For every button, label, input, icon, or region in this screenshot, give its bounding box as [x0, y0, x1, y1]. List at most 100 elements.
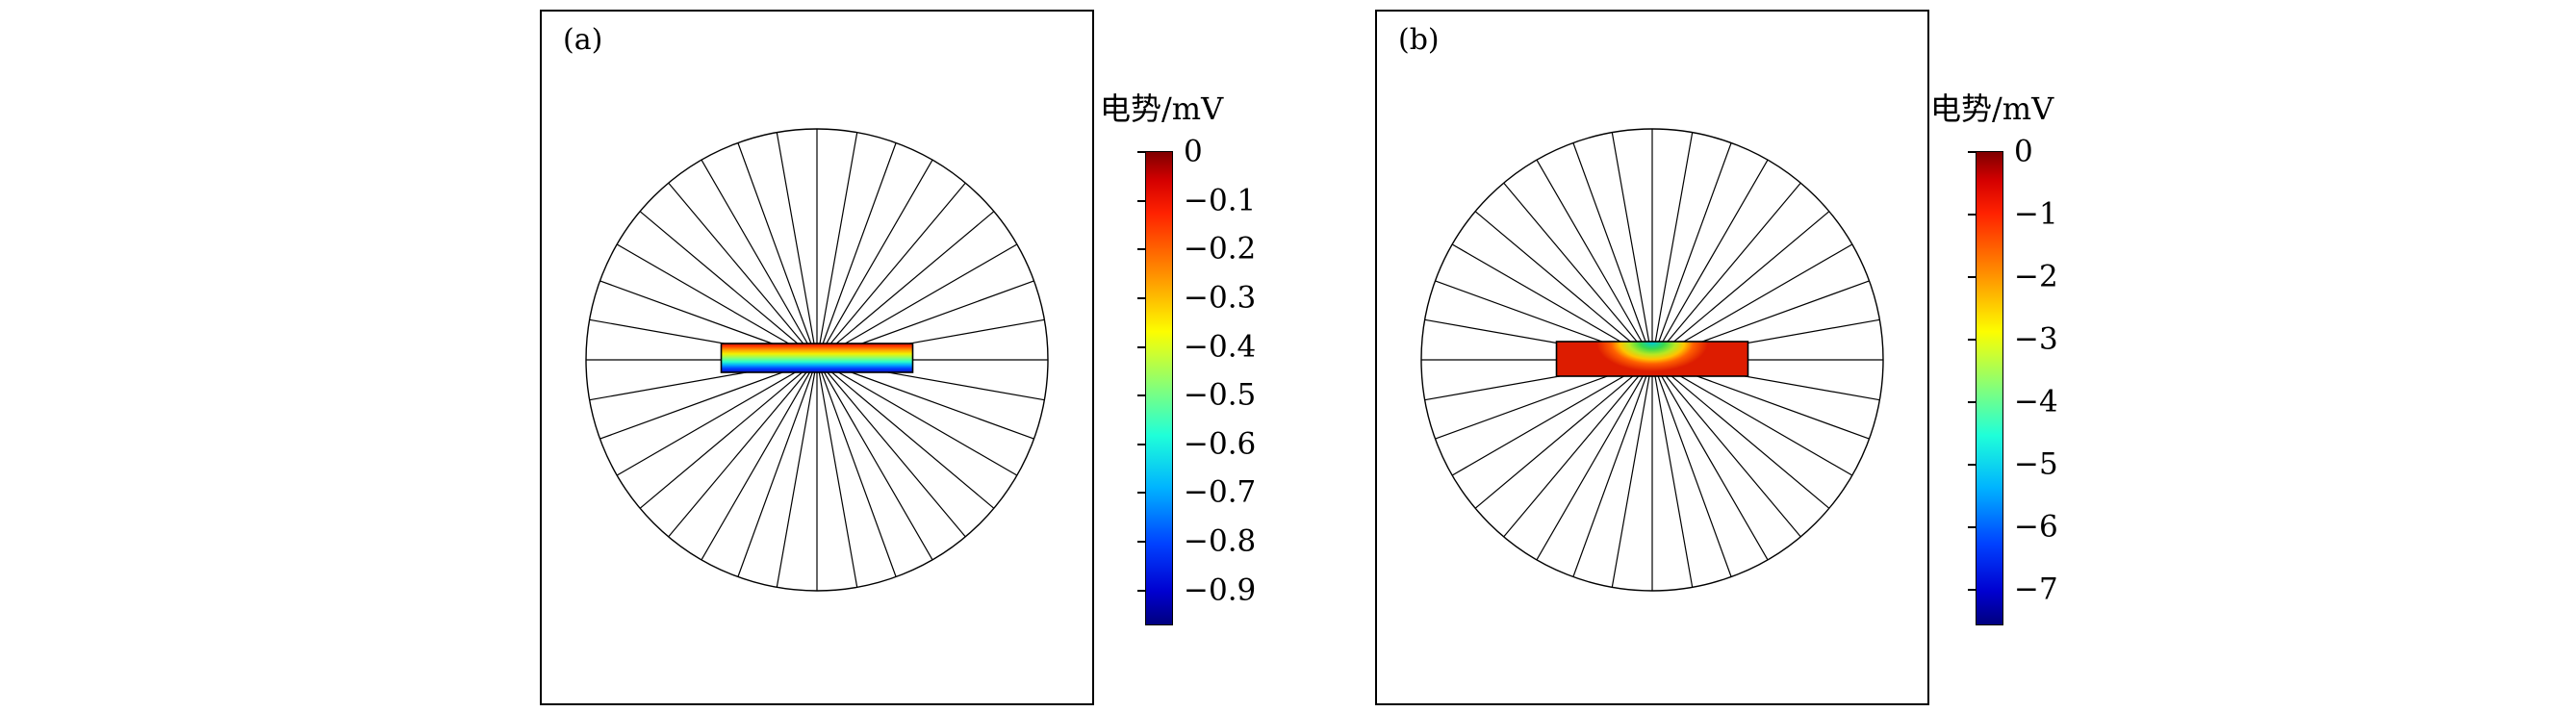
colorbar-tickmark: [1968, 214, 1976, 216]
mesh-spoke: [1651, 132, 1694, 361]
colorbar-tick-label: −0.9: [1184, 572, 1257, 607]
mesh-spoke: [816, 359, 995, 509]
mesh-spoke: [816, 359, 858, 588]
panel-label-b: (b): [1398, 23, 1440, 57]
mesh-spoke: [1536, 159, 1653, 361]
colorbar-tickmark: [1137, 151, 1145, 153]
colorbar-tickmark: [1968, 276, 1976, 279]
mesh-spoke: [668, 182, 818, 361]
mesh-spoke: [1651, 359, 1769, 561]
mesh-spoke: [816, 182, 966, 361]
colorbar-tickmark: [1968, 151, 1976, 153]
mesh-spoke: [1536, 359, 1653, 561]
mesh-spoke: [616, 243, 818, 361]
mesh-spoke: [1503, 182, 1653, 361]
colorbar-tickmark: [1968, 526, 1976, 529]
membrane-border: [1555, 341, 1749, 377]
mesh-spoke: [1474, 359, 1653, 509]
colorbar-tickmark: [1968, 401, 1976, 404]
colorbar-tickmark: [1137, 443, 1145, 445]
colorbar-a: 电势/mV 0 −0.1 −0.2 −0.3 −0.4 −0.5 −0.6 −0.7 −0.8 −…: [1100, 85, 1376, 662]
mesh-spoke: [1651, 359, 1694, 588]
mesh-spoke: [816, 359, 897, 577]
mesh-spoke: [1474, 211, 1653, 361]
colorbar-tick-label: −2: [2014, 259, 2058, 294]
colorbar-tick-label: 0: [1184, 134, 1203, 169]
mesh-spoke: [737, 142, 818, 361]
panel-a: (a) 电势/mV 0 −0.1 −0.2 −0.3 −0.4 −0.5 −0.6 −0.7 −…: [540, 0, 1387, 712]
mesh-spoke: [1451, 359, 1653, 476]
mesh-spoke: [1651, 159, 1769, 361]
mesh-spokes: [586, 129, 1048, 591]
mesh-spoke: [701, 359, 818, 561]
mesh-spoke: [639, 211, 818, 361]
mesh-spoke: [1503, 359, 1653, 538]
colorbar-tick-label: −0.7: [1184, 474, 1257, 510]
mesh-spoke: [639, 359, 818, 509]
colorbar-labels-b: 0 −1 −2 −3 −4 −5 −6 −7: [2014, 134, 2178, 624]
mesh-spoke: [816, 211, 995, 361]
panel-label-a: (a): [563, 23, 603, 57]
mesh-spoke: [1651, 359, 1830, 509]
mesh-spoke: [1651, 211, 1830, 361]
mesh-spoke: [1611, 132, 1653, 361]
colorbar-tickmark: [1137, 345, 1145, 348]
colorbar-tick-label: −0.3: [1184, 280, 1257, 316]
mesh-spoke: [816, 359, 933, 561]
mesh-spoke: [701, 159, 818, 361]
mesh-spoke: [737, 359, 818, 577]
colorbar-tickmark: [1137, 540, 1145, 543]
mesh-spoke: [668, 359, 818, 538]
mesh-spoke: [816, 132, 858, 361]
membrane-rect: [721, 343, 913, 372]
mesh-spoke: [1651, 359, 1801, 538]
colorbar-tickmark: [1968, 464, 1976, 467]
colorbar-tickmark: [1137, 296, 1145, 299]
colorbar-tick-label: −5: [2014, 446, 2058, 482]
plot-frame-b: (b): [1375, 10, 1929, 705]
colorbar-tick-label: −1: [2014, 196, 2058, 232]
colorbar-tickmark: [1968, 589, 1976, 592]
colorbar-b: 电势/mV 0 −1 −2 −3 −4 −5 −6 −7: [1930, 85, 2206, 662]
colorbar-tick-label: −0.1: [1184, 182, 1257, 217]
colorbar-tick-label: −4: [2014, 384, 2058, 420]
colorbar-tick-label: −6: [2014, 509, 2058, 545]
colorbar-tick-label: −0.8: [1184, 523, 1257, 559]
colorbar-tick-label: −0.2: [1184, 231, 1257, 267]
colorbar-tick-label: −7: [2014, 572, 2058, 607]
colorbar-tickmark: [1137, 394, 1145, 397]
colorbar-tickmark: [1968, 339, 1976, 342]
panel-b: (b) 电势/mV 0 −1 −2 −3 −4 −5 −6 −7: [1375, 0, 2222, 712]
mesh-plot-a: [585, 128, 1049, 592]
colorbar-tickmark: [1137, 199, 1145, 202]
mesh-spoke: [1651, 182, 1801, 361]
colorbar-gradient-b: [1968, 151, 2003, 625]
mesh-spoke: [616, 359, 818, 476]
membrane-border: [720, 343, 914, 373]
mesh-spoke: [816, 142, 897, 361]
mesh-spoke: [776, 359, 818, 588]
colorbar-tickmark: [1137, 589, 1145, 592]
mesh-spoke: [816, 359, 966, 538]
plot-frame-a: (a): [540, 10, 1094, 705]
mesh-spoke: [1651, 142, 1732, 361]
mesh-spoke: [1572, 359, 1653, 577]
mesh-spoke: [776, 132, 818, 361]
mesh-plot-b: [1420, 128, 1884, 592]
mesh-spoke: [1572, 142, 1653, 361]
mesh-spoke: [1651, 243, 1853, 361]
mesh-spoke: [1451, 243, 1653, 361]
mesh-spoke: [816, 243, 1018, 361]
colorbar-title-b: 电势/mV: [1930, 90, 2054, 127]
mesh-circle: [1420, 128, 1884, 592]
colorbar-tickmark: [1137, 248, 1145, 251]
mesh-spoke: [1611, 359, 1653, 588]
colorbar-tick-label: −0.6: [1184, 425, 1257, 461]
mesh-circle: [585, 128, 1049, 592]
colorbar-tickmark: [1137, 492, 1145, 495]
colorbar-title-a: 电势/mV: [1100, 90, 1224, 127]
colorbar-labels-a: 0 −0.1 −0.2 −0.3 −0.4 −0.5 −0.6 −0.7 −0.8 −0.9: [1184, 134, 1347, 624]
colorbar-tick-label: 0: [2014, 134, 2033, 169]
colorbar-tick-label: −0.4: [1184, 328, 1257, 364]
